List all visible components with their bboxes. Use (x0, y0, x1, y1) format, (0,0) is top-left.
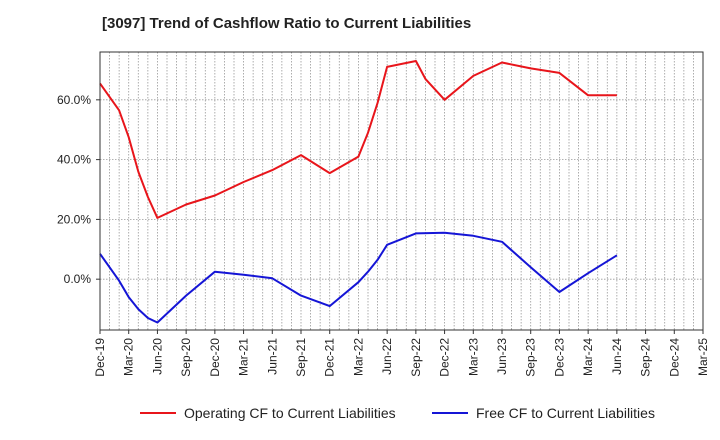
axes: 0.0% 20.0% 40.0% 60.0% Dec-19 Mar-20 Jun-20 Sep… (57, 93, 710, 377)
legend-swatch-operating-cf (140, 412, 176, 414)
legend-label-free-cf: Free CF to Current Liabilities (476, 405, 655, 421)
x-tick-label: Sep-21 (294, 338, 308, 377)
plot-frame (99, 51, 704, 331)
y-tick-label: 0.0% (64, 272, 92, 286)
y-tick-label: 20.0% (57, 212, 91, 226)
legend-label-operating-cf: Operating CF to Current Liabilities (184, 405, 396, 421)
x-tick-label: Dec-22 (438, 338, 452, 377)
x-tick-label: Mar-20 (122, 338, 136, 376)
x-tick-label: Dec-20 (208, 338, 222, 377)
x-tick-label: Sep-20 (179, 338, 193, 377)
x-tick-label: Mar-23 (466, 338, 480, 376)
chart-title: [3097] Trend of Cashflow Ratio to Curren… (102, 15, 472, 32)
x-tick-label: Dec-19 (93, 338, 107, 377)
grid-lines (99, 52, 704, 330)
x-tick-label: Jun-24 (610, 338, 624, 375)
x-tick-label: Sep-23 (524, 338, 538, 377)
y-tick-label: 40.0% (57, 153, 91, 167)
x-tick-label: Mar-21 (237, 338, 251, 376)
legend-item-free-cf: Free CF to Current Liabilities (432, 405, 655, 421)
x-tick-label: Jun-23 (495, 338, 509, 375)
y-tick-label: 60.0% (57, 93, 91, 107)
x-tick-label: Jun-22 (380, 338, 394, 375)
x-tick-label: Jun-20 (150, 338, 164, 375)
series-lines (99, 60, 618, 324)
legend-swatch-free-cf (432, 412, 468, 414)
x-tick-label: Dec-21 (323, 338, 337, 377)
x-tick-label: Dec-24 (667, 338, 681, 377)
x-tick-label: Mar-24 (581, 338, 595, 376)
x-tick-label: Dec-23 (552, 338, 566, 377)
series-line-free-cf (99, 231, 618, 324)
series-line-operating-cf (99, 60, 617, 219)
x-tick-label: Mar-22 (351, 338, 365, 376)
x-tick-label: Sep-24 (639, 338, 653, 377)
x-tick-label: Mar-25 (696, 338, 710, 376)
legend-item-operating-cf: Operating CF to Current Liabilities (140, 405, 396, 421)
x-tick-label: Jun-21 (265, 338, 279, 375)
x-tick-label: Sep-22 (409, 338, 423, 377)
